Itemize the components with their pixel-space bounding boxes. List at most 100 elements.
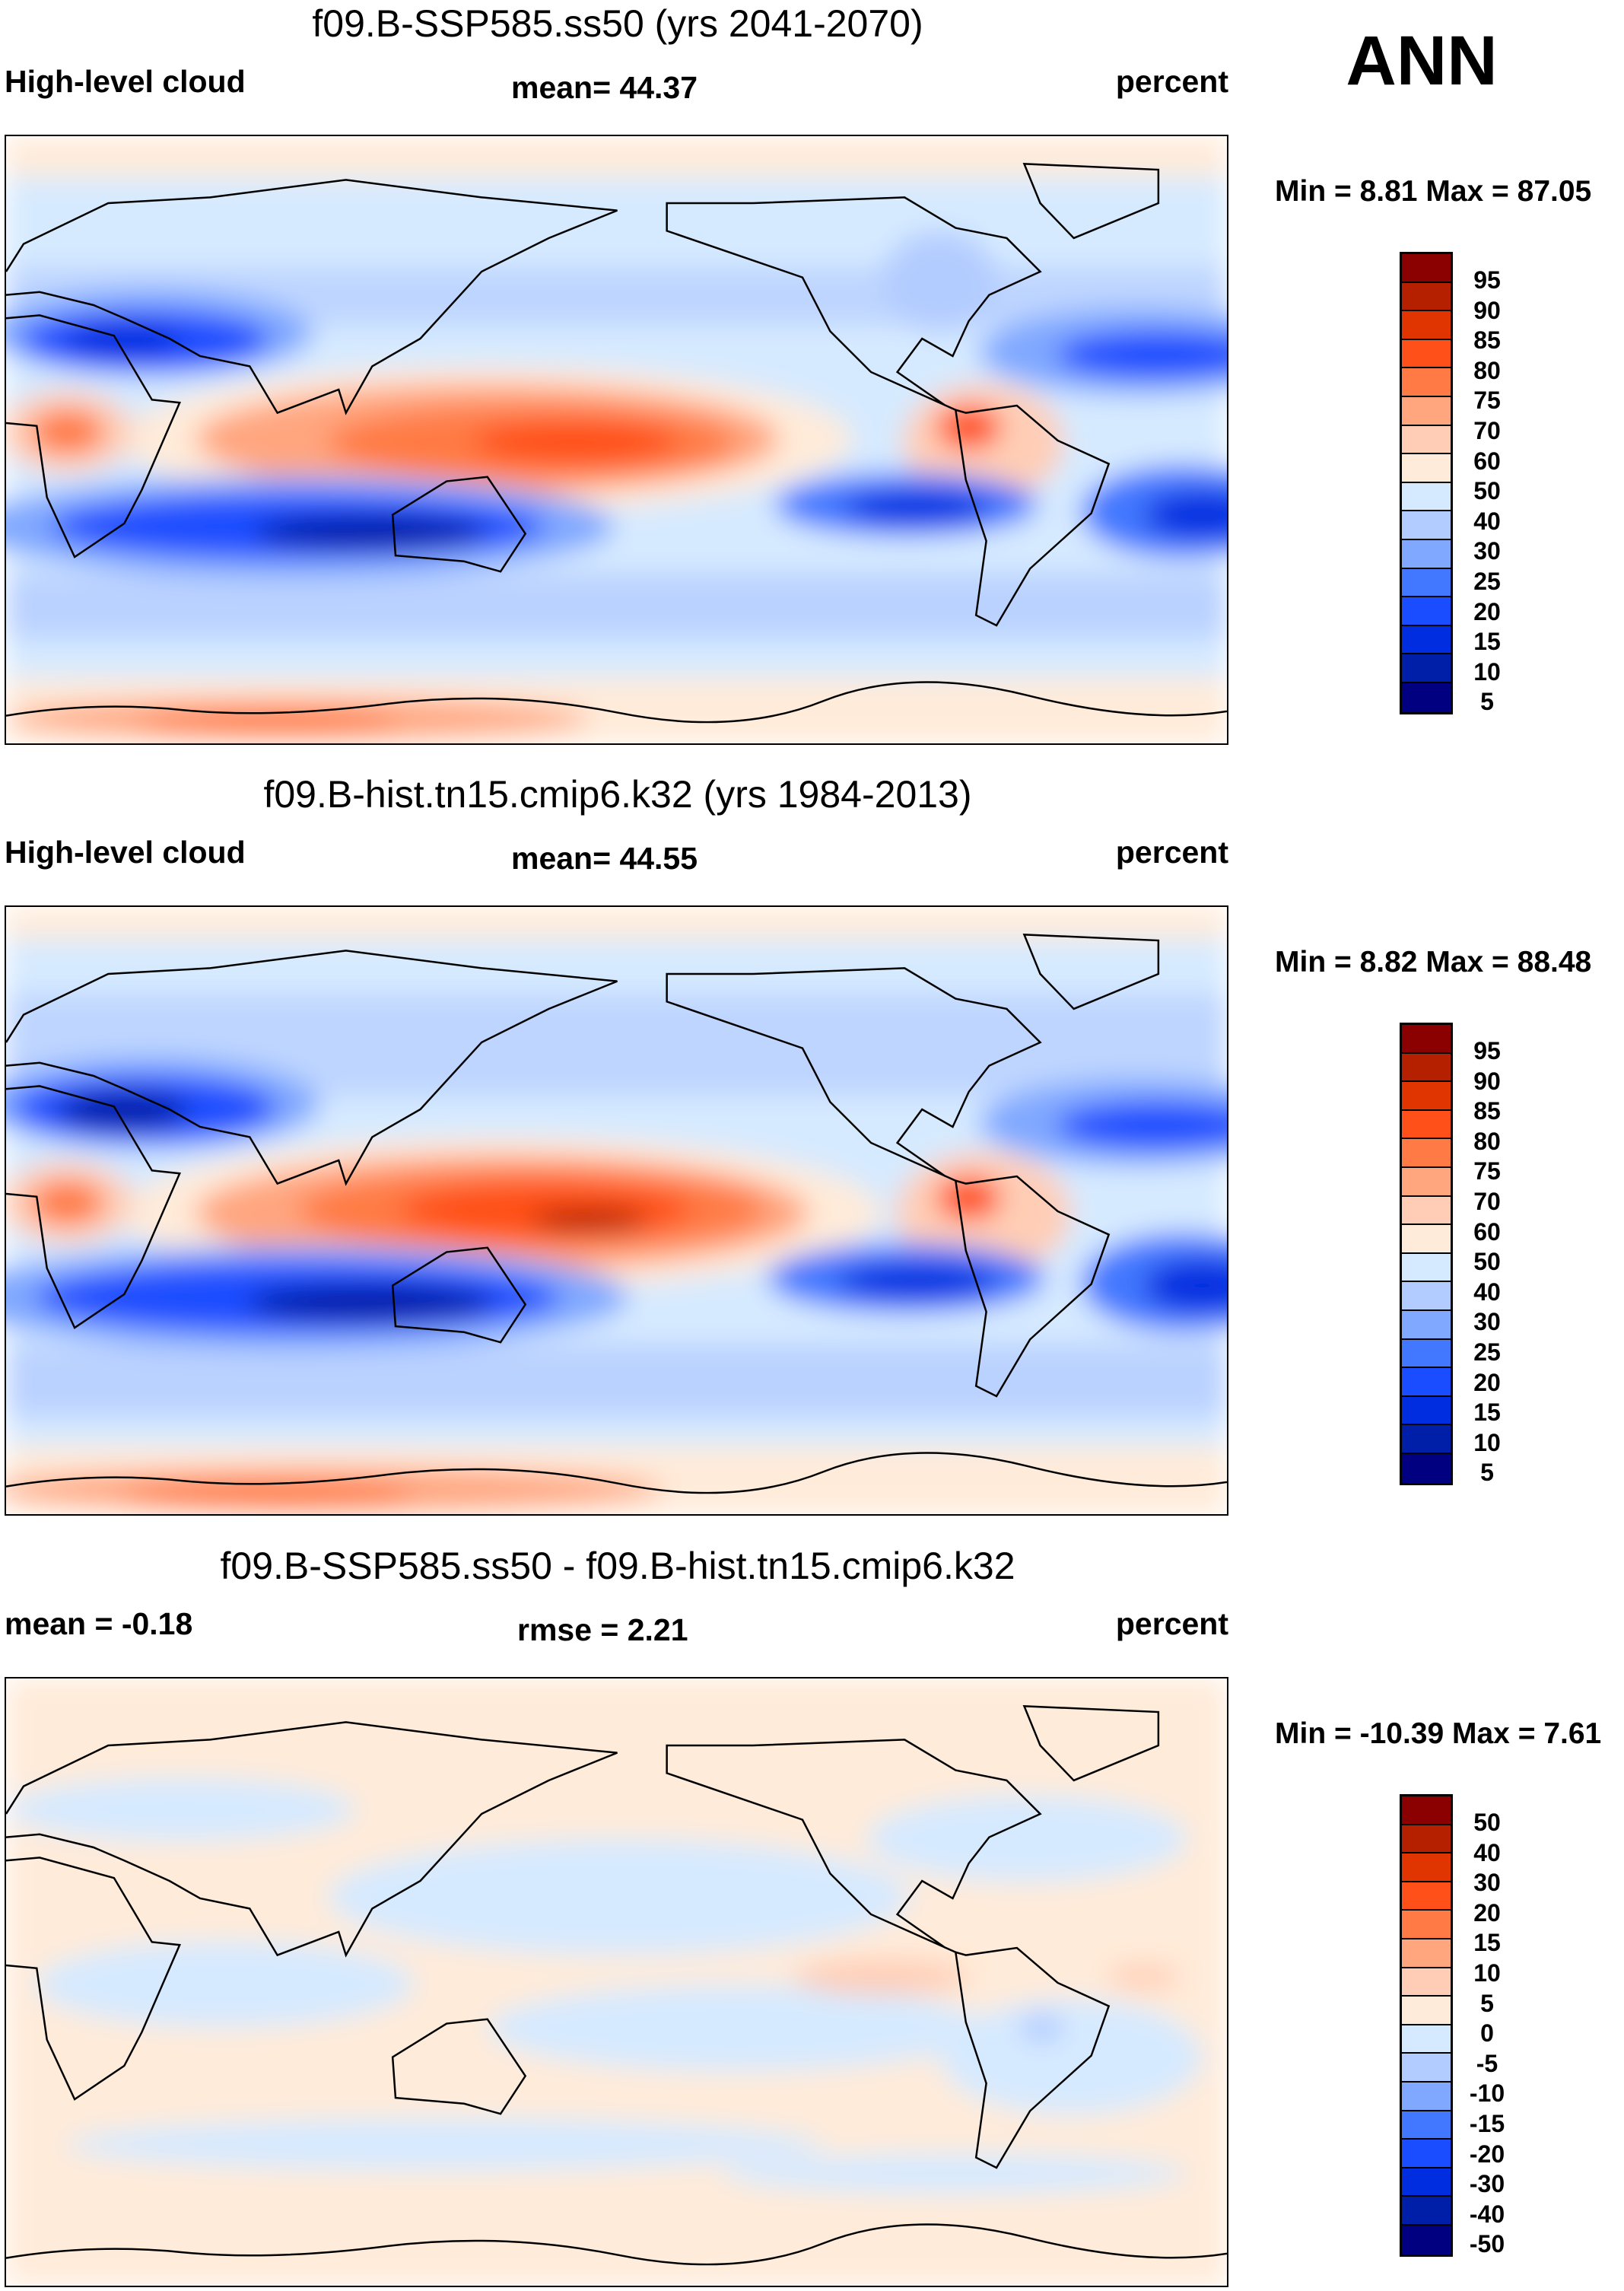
colorbar-label: -10 [1469, 2079, 1505, 2108]
colorbar-label: 80 [1473, 1127, 1501, 1155]
colorbar-swatch [1402, 2025, 1451, 2054]
colorbar-swatch [1402, 654, 1451, 683]
colorbar-label: -40 [1469, 2200, 1505, 2228]
panel-center-label: mean= 44.55 [511, 841, 698, 876]
colorbar-label: -15 [1469, 2110, 1505, 2137]
colorbar-swatch [1402, 1310, 1451, 1340]
colorbar-swatch [1402, 1110, 1451, 1140]
colorbar-swatch [1402, 1997, 1451, 2025]
panel-center-label: rmse = 2.21 [517, 1612, 688, 1647]
colorbar-label: 20 [1473, 597, 1501, 625]
colorbar-label: 10 [1473, 657, 1501, 686]
colorbar-swatch [1402, 1853, 1451, 1882]
colorbar-label: 90 [1473, 1067, 1501, 1095]
colorbar-swatch [1402, 2111, 1451, 2140]
colorbar-label: 10 [1473, 1428, 1501, 1456]
colorbar-label: 50 [1473, 1809, 1501, 1836]
colorbar-swatch [1402, 282, 1451, 312]
colorbar-swatch [1402, 2197, 1451, 2226]
colorbar-label: 25 [1473, 568, 1501, 595]
colorbar-label: 25 [1473, 1338, 1501, 1366]
colorbar-label: 40 [1473, 1278, 1501, 1306]
colorbar-label: 10 [1473, 1959, 1501, 1987]
colorbar-label: 70 [1473, 1188, 1501, 1215]
panel-left-label: mean = -0.18 [5, 1606, 193, 1641]
colorbar-swatch [1402, 1396, 1451, 1426]
colorbar-swatch [1402, 1911, 1451, 1939]
colorbar-swatch [1402, 1282, 1451, 1311]
colorbar-swatch [1402, 511, 1451, 540]
colorbar-label: -50 [1469, 2230, 1505, 2258]
colorbar-swatch [1402, 1253, 1451, 1283]
colorbar-swatch [1402, 454, 1451, 483]
colorbar-swatch [1402, 396, 1451, 426]
colorbar-swatch [1402, 254, 1451, 283]
colorbar-swatch [1402, 2168, 1451, 2197]
colorbar-label: 60 [1473, 447, 1501, 475]
colorbar-swatch [1402, 425, 1451, 455]
colorbar-swatch [1402, 1025, 1451, 1054]
colorbar-label: 85 [1473, 1097, 1501, 1125]
colorbar-swatch [1402, 1425, 1451, 1454]
colorbar-label: 95 [1473, 1037, 1501, 1064]
colorbar-label: 15 [1473, 1398, 1501, 1427]
colorbar-label: 75 [1473, 1157, 1501, 1185]
colorbar-swatch [1402, 1796, 1451, 1825]
panel-left-label: High-level cloud [5, 64, 246, 99]
colorbar [1400, 1023, 1453, 1485]
colorbar-swatch [1402, 1139, 1451, 1168]
colorbar-swatch [1402, 1882, 1451, 1911]
panel-title: f09.B-SSP585.ss50 (yrs 2041-2070) [312, 2, 923, 45]
colorbar-swatch [1402, 1225, 1451, 1254]
colorbar-label: 75 [1473, 387, 1501, 415]
colorbar-swatch [1402, 311, 1451, 340]
colorbar-swatch [1402, 1053, 1451, 1083]
colorbar [1400, 252, 1453, 714]
colorbar-label: 5 [1480, 688, 1494, 716]
colorbar [1400, 1794, 1453, 2257]
panel-units-label: percent [1115, 1606, 1228, 1641]
colorbar-label: 95 [1473, 266, 1501, 294]
colorbar-label: 80 [1473, 356, 1501, 384]
colorbar-label: 40 [1473, 507, 1501, 535]
colorbar-label: 20 [1473, 1898, 1501, 1927]
colorbar-swatch [1402, 1196, 1451, 1226]
contour-map [5, 1677, 1228, 2287]
min-max-label: Min = 8.81 Max = 87.05 [1275, 175, 1592, 208]
colorbar-swatch [1402, 1453, 1451, 1483]
colorbar-label: -5 [1476, 2049, 1498, 2077]
colorbar-label: 70 [1473, 417, 1501, 444]
colorbar-label: 0 [1480, 2019, 1494, 2048]
colorbar-label: 15 [1473, 628, 1501, 656]
colorbar-label: 20 [1473, 1368, 1501, 1396]
colorbar-swatch [1402, 339, 1451, 369]
contour-map [5, 905, 1228, 1516]
colorbar-label: 50 [1473, 477, 1501, 505]
colorbar-swatch [1402, 2082, 1451, 2111]
colorbar-swatch [1402, 539, 1451, 569]
colorbar-swatch [1402, 2225, 1451, 2254]
panel-left-label: High-level cloud [5, 835, 246, 870]
colorbar-label: 30 [1473, 1869, 1501, 1897]
min-max-label: Min = 8.82 Max = 88.48 [1275, 946, 1592, 978]
colorbar-swatch [1402, 1339, 1451, 1369]
colorbar-label: 40 [1473, 1838, 1501, 1866]
colorbar-label: 15 [1473, 1929, 1501, 1957]
min-max-label: Min = -10.39 Max = 7.61 [1275, 1717, 1602, 1750]
colorbar-swatch [1402, 597, 1451, 626]
colorbar-label: -30 [1469, 2170, 1505, 2198]
colorbar-swatch [1402, 2054, 1451, 2083]
colorbar-swatch [1402, 2140, 1451, 2168]
panel-title: f09.B-SSP585.ss50 - f09.B-hist.tn15.cmip… [220, 1545, 1015, 1587]
colorbar-swatch [1402, 482, 1451, 512]
colorbar-label: 50 [1473, 1248, 1501, 1276]
colorbar-label: 5 [1480, 1989, 1494, 2017]
colorbar-label: 85 [1473, 326, 1501, 355]
colorbar-label: 30 [1473, 1308, 1501, 1336]
colorbar-swatch [1402, 1167, 1451, 1197]
colorbar-label: 5 [1480, 1459, 1494, 1487]
colorbar-label: -20 [1469, 2140, 1505, 2168]
contour-map [5, 135, 1228, 745]
colorbar-swatch [1402, 568, 1451, 598]
panel-center-label: mean= 44.37 [511, 70, 698, 105]
